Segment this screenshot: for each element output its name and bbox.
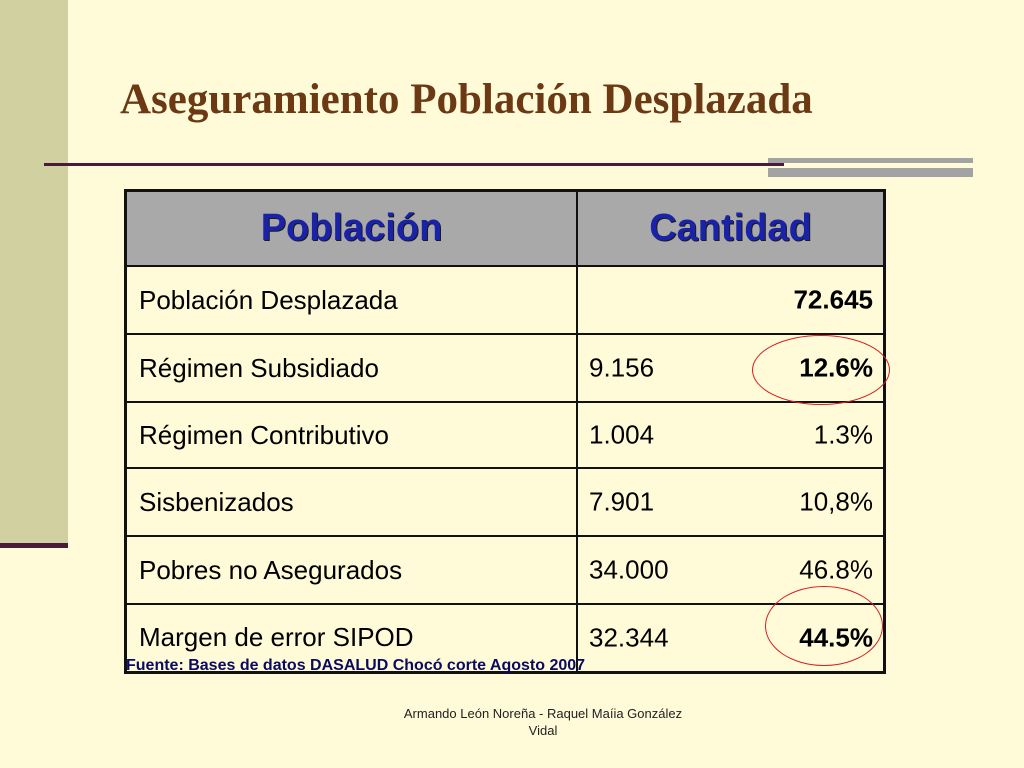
- source-note: Fuente: Bases de datos DASALUD Chocó cor…: [126, 657, 586, 674]
- side-decoration-rule: [0, 543, 68, 548]
- quantity-value: 9.156: [589, 352, 655, 383]
- quantity-value: 1.004: [589, 419, 655, 450]
- table-header-row: Población Cantidad: [124, 189, 886, 267]
- row-label: Régimen Subsidiado: [124, 333, 578, 403]
- row-values: 34.000 46.8%: [576, 535, 886, 605]
- title-accent-bar: [768, 168, 973, 177]
- slide-title: Aseguramiento Población Desplazada: [120, 76, 813, 123]
- footer-line: Vidal: [528, 723, 558, 738]
- quantity-value: 32.344: [589, 622, 669, 653]
- row-values: 9.156 12.6%: [576, 333, 886, 403]
- table-row: Margen de error SIPOD 32.344 44.5%: [124, 603, 886, 673]
- row-values: 7.901 10,8%: [576, 467, 886, 537]
- table-row: Régimen Contributivo 1.004 1.3%: [124, 401, 886, 469]
- row-label: Sisbenizados: [124, 467, 578, 537]
- percent-value: 10,8%: [799, 486, 873, 517]
- title-underline: [44, 163, 784, 166]
- quantity-value: 7.901: [589, 486, 655, 517]
- header-cantidad: Cantidad: [576, 189, 886, 267]
- table-row: Población Desplazada 72.645: [124, 265, 886, 335]
- footer-line: Armando León Noreña - Raquel Maíia Gonzá…: [403, 706, 683, 721]
- row-label: Régimen Contributivo: [124, 401, 578, 469]
- title-accent-bar: [768, 158, 973, 163]
- table-row: Sisbenizados 7.901 10,8%: [124, 467, 886, 537]
- row-label: Pobres no Asegurados: [124, 535, 578, 605]
- table-row: Pobres no Asegurados 34.000 46.8%: [124, 535, 886, 605]
- row-label: Población Desplazada: [124, 265, 578, 335]
- row-values: 1.004 1.3%: [576, 401, 886, 469]
- row-values: 32.344 44.5%: [576, 603, 886, 673]
- percent-value: 46.8%: [799, 554, 873, 585]
- side-decoration-bar: [0, 0, 68, 543]
- percent-value: 44.5%: [799, 622, 873, 653]
- table-row: Régimen Subsidiado 9.156 12.6%: [124, 333, 886, 403]
- population-table: Población Cantidad Población Desplazada …: [124, 189, 886, 674]
- header-poblacion: Población: [124, 189, 578, 267]
- row-label: Margen de error SIPOD: [124, 603, 578, 673]
- row-total: 72.645: [576, 265, 886, 335]
- percent-value: 12.6%: [799, 352, 873, 383]
- footer-author: Armando León Noreña - Raquel Maíia Gonzá…: [380, 705, 706, 739]
- total-value: 72.645: [793, 284, 873, 315]
- percent-value: 1.3%: [813, 419, 873, 450]
- quantity-value: 34.000: [589, 554, 669, 585]
